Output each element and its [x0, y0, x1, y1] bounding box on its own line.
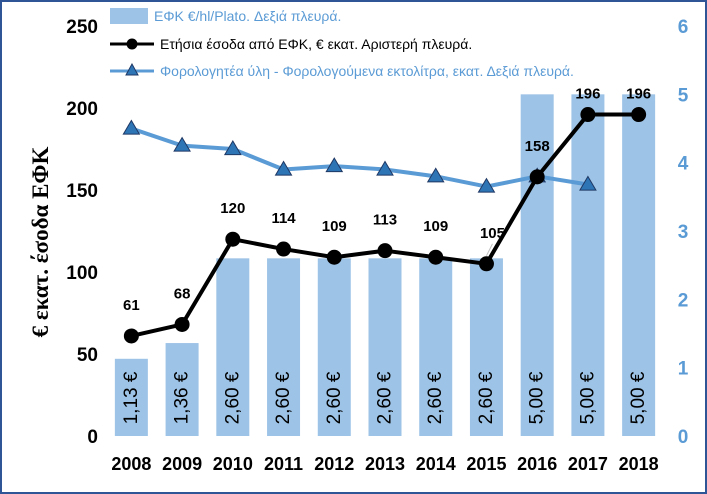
x-tick-label: 2013 [365, 454, 405, 474]
y-right-tick-label: 2 [678, 290, 689, 311]
x-tick-label: 2016 [517, 454, 557, 474]
y-axis-title: € εκατ. έσοδα ΕΦΚ [28, 147, 53, 338]
bar [216, 258, 250, 436]
revenue-value-label: 196 [626, 86, 651, 103]
y-left-tick-label: 50 [77, 345, 98, 366]
bar-value-label: 1,13 € [121, 371, 142, 424]
legend-bar-swatch [110, 8, 148, 24]
x-tick-label: 2011 [264, 454, 303, 474]
y-left-tick-label: 150 [66, 181, 98, 202]
x-tick-label: 2010 [213, 454, 253, 474]
bar-value-label: 5,00 € [577, 371, 598, 424]
y-left-tick-label: 200 [66, 99, 98, 120]
revenue-value-label: 158 [525, 138, 550, 155]
hectoliters-marker [274, 160, 293, 176]
revenue-value-label: 61 [123, 297, 140, 314]
legend-revenue-marker [126, 38, 138, 50]
bar-value-label: 2,60 € [375, 371, 396, 424]
bar [469, 258, 503, 436]
bar-value-label: 2,60 € [324, 371, 345, 424]
bar-value-label: 2,60 € [222, 371, 243, 424]
bar [571, 94, 605, 436]
y-left-tick-label: 0 [87, 427, 98, 448]
legend-bar-label: ΕΦΚ €/hl/Plato. Δεξιά πλευρά. [154, 8, 341, 24]
revenue-value-label: 113 [373, 212, 397, 229]
revenue-line-layer [123, 107, 647, 344]
revenue-value-label: 68 [174, 285, 191, 302]
y-right-tick-label: 3 [678, 222, 689, 243]
y-right-tick-label: 4 [678, 154, 689, 175]
hectoliters-marker [579, 175, 597, 191]
x-tick-label: 2009 [162, 454, 202, 474]
revenue-marker [123, 328, 139, 344]
revenue-marker [580, 107, 596, 123]
bar [114, 358, 148, 436]
legend-revenue-label: Ετήσια έσοδα από ΕΦΚ, € εκατ. Αριστερή π… [160, 36, 472, 52]
bar [368, 258, 402, 436]
revenue-marker [326, 249, 342, 265]
x-tick-label: 2017 [568, 454, 608, 474]
revenue-value-label: 109 [423, 218, 448, 235]
bar [317, 258, 351, 436]
bar-value-label: 1,36 € [172, 371, 193, 424]
revenue-value-label: 114 [271, 210, 296, 227]
hectoliters-line [130, 126, 589, 189]
x-tick-label: 2008 [111, 454, 151, 474]
legend-layer: ΕΦΚ €/hl/Plato. Δεξιά πλευρά. Ετήσια έσοδ… [110, 8, 574, 79]
bar-value-label: 2,60 € [476, 371, 497, 424]
revenue-marker [529, 169, 545, 185]
y-right-tick-label: 5 [678, 85, 689, 106]
hectoliters-line-layer [122, 119, 597, 193]
bar-value-label: 2,60 € [425, 371, 446, 424]
legend-hectoliters-marker [125, 62, 139, 76]
bar [622, 94, 656, 436]
bar [165, 343, 199, 436]
hectoliters-marker [376, 160, 394, 176]
revenue-marker [631, 107, 647, 123]
bar-value-label: 2,60 € [273, 371, 294, 424]
legend-hectoliters-label: Φορολογητέα ύλη - Φορολογούμενα εκτολίτρ… [160, 63, 574, 79]
y-right-tick-label: 1 [678, 359, 689, 380]
bars-layer [114, 94, 656, 436]
leader-line [486, 243, 493, 257]
x-tick-label: 2012 [314, 454, 354, 474]
axes-layer: 0 50 100 150 200 250 0 1 2 3 4 5 6 2008 2009 2010 2011 20… [66, 17, 688, 474]
revenue-marker [174, 316, 190, 332]
hectoliters-marker [426, 167, 445, 183]
bar-labels-layer: 1,13 € 1,36 € 2,60 € 2,60 € 2,60 € 2,60 € 2,60… [121, 371, 649, 424]
bar [267, 258, 301, 436]
y-right-tick-label: 6 [678, 17, 689, 38]
bar [419, 258, 453, 436]
hectoliters-marker [223, 140, 242, 156]
revenue-value-label: 196 [575, 86, 600, 103]
bar-value-label: 5,00 € [628, 371, 649, 424]
x-tick-label: 2014 [416, 454, 456, 474]
bar [520, 94, 554, 436]
revenue-value-label: 105 [480, 225, 505, 242]
y-left-tick-label: 100 [66, 263, 98, 284]
hectoliters-marker [173, 136, 191, 152]
revenue-marker [428, 249, 444, 265]
revenue-marker [377, 243, 393, 259]
hectoliters-marker [477, 177, 496, 193]
revenue-marker [276, 241, 292, 257]
revenue-marker [225, 231, 241, 247]
y-left-tick-label: 250 [66, 17, 98, 38]
revenue-value-label: 120 [220, 200, 245, 217]
y-right-tick-label: 0 [678, 427, 689, 448]
revenue-labels-layer: 61 68 120 114 109 113 109 105 158 196 196 [123, 86, 651, 314]
bar-value-label: 5,00 € [527, 371, 548, 424]
revenue-marker [478, 256, 494, 272]
x-tick-label: 2018 [619, 454, 659, 474]
hectoliters-marker [122, 119, 141, 135]
x-tick-label: 2015 [466, 454, 506, 474]
hectoliters-marker [325, 157, 344, 173]
revenue-value-label: 109 [322, 218, 347, 235]
